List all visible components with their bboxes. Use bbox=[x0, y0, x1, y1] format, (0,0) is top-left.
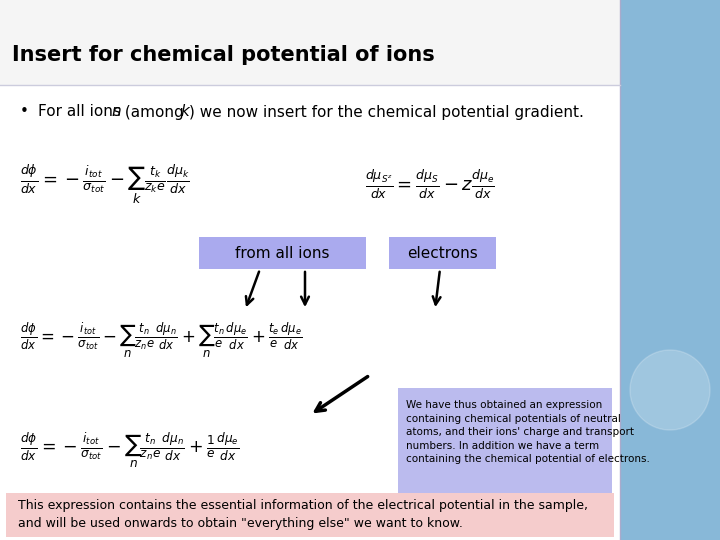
Text: ) we now insert for the chemical potential gradient.: ) we now insert for the chemical potenti… bbox=[189, 105, 584, 119]
Text: $\frac{d\phi}{dx} = -\frac{i_{tot}}{\sigma_{tot}} - \sum_n \frac{t_n}{z_n e} \fr: $\frac{d\phi}{dx} = -\frac{i_{tot}}{\sig… bbox=[20, 320, 302, 360]
Text: (among: (among bbox=[120, 105, 189, 119]
FancyBboxPatch shape bbox=[199, 237, 366, 269]
Text: •: • bbox=[20, 105, 29, 119]
Bar bbox=[620, 0, 720, 540]
Bar bbox=[0, 0, 620, 85]
Text: from all ions: from all ions bbox=[235, 246, 330, 260]
FancyBboxPatch shape bbox=[389, 237, 496, 269]
Text: $\frac{d\phi}{dx} = -\frac{i_{tot}}{\sigma_{tot}} - \sum_k \frac{t_k}{z_k e} \fr: $\frac{d\phi}{dx} = -\frac{i_{tot}}{\sig… bbox=[20, 164, 189, 206]
FancyBboxPatch shape bbox=[6, 493, 614, 537]
Text: For all ions: For all ions bbox=[38, 105, 126, 119]
Text: k: k bbox=[180, 105, 189, 119]
Text: $\frac{d\mu_{S^z}}{dx} = \frac{d\mu_S}{dx} - z\frac{d\mu_e}{dx}$: $\frac{d\mu_{S^z}}{dx} = \frac{d\mu_S}{d… bbox=[365, 169, 495, 201]
Text: n: n bbox=[111, 105, 121, 119]
Text: This expression contains the essential information of the electrical potential i: This expression contains the essential i… bbox=[18, 500, 588, 530]
Circle shape bbox=[630, 350, 710, 430]
FancyBboxPatch shape bbox=[398, 388, 612, 497]
Text: electrons: electrons bbox=[407, 246, 478, 260]
Text: We have thus obtained an expression
containing chemical potentials of neutral
at: We have thus obtained an expression cont… bbox=[406, 400, 650, 464]
Text: $\frac{d\phi}{dx} = -\frac{i_{tot}}{\sigma_{tot}} - \sum_n \frac{t_n}{z_n e} \fr: $\frac{d\phi}{dx} = -\frac{i_{tot}}{\sig… bbox=[20, 430, 239, 470]
Text: Insert for chemical potential of ions: Insert for chemical potential of ions bbox=[12, 45, 435, 65]
